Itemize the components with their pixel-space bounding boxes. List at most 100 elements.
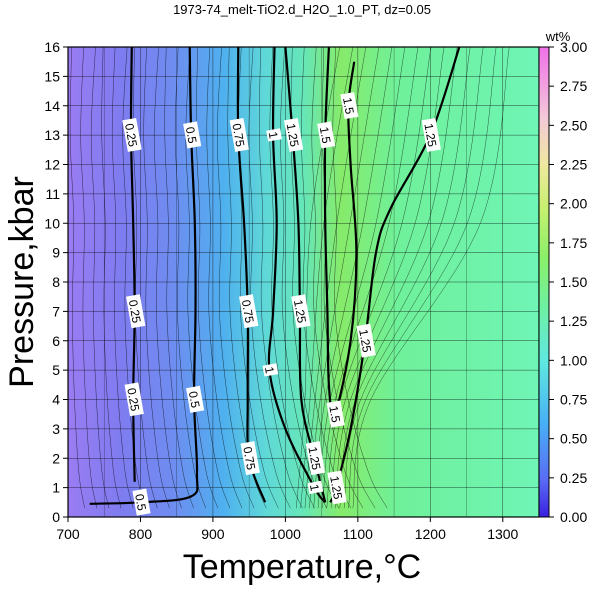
minor-contour-line <box>101 47 122 509</box>
minor-contour-line <box>311 47 364 509</box>
contour-label: 1.25 <box>356 323 376 358</box>
minor-contour-line <box>111 47 134 509</box>
contour-label-bg <box>421 117 441 152</box>
minor-contour-line <box>348 47 497 509</box>
contour-label: 0.75 <box>240 441 260 476</box>
contour-label-text: 1 <box>307 483 322 492</box>
colorbar-tick-label: 0.50 <box>560 431 587 447</box>
minor-contour-line <box>217 47 255 509</box>
y-tick-label: 10 <box>44 215 60 231</box>
colorbar <box>538 46 550 518</box>
contour-label-text: 0.5 <box>186 390 203 409</box>
contour-label-bg <box>262 363 279 377</box>
contour-label-bg <box>291 294 311 329</box>
contour-label: 1.25 <box>305 441 326 476</box>
minor-contour-line <box>153 47 182 509</box>
contour-label: 0.75 <box>229 117 249 152</box>
contour-label-bg <box>266 128 282 142</box>
colorbar-tick-label: 1.25 <box>560 313 587 329</box>
x-tick-label: 900 <box>201 526 225 542</box>
colorbar-tick-label: 2.25 <box>560 157 587 173</box>
contour-label-text: 1.25 <box>327 475 345 501</box>
contour-label-bg <box>327 470 347 505</box>
minor-contour-line <box>206 47 243 509</box>
x-tick-label: 1200 <box>415 526 446 542</box>
colorbar-tick-label: 1.50 <box>560 274 587 290</box>
x-tick-label: 1300 <box>487 526 518 542</box>
contour-label-bg <box>340 92 359 120</box>
contour-label-text: 0.25 <box>124 387 142 413</box>
contour-label-bg <box>229 117 249 152</box>
contour-label-bg <box>132 488 151 516</box>
y-tick-label: 12 <box>44 157 60 173</box>
y-tick-label: 4 <box>52 392 60 408</box>
contour-label: 1.25 <box>421 117 441 152</box>
contour-label: 0.25 <box>124 382 144 417</box>
contour-label-text: 1.25 <box>356 328 374 354</box>
y-tick-label: 2 <box>52 450 60 466</box>
contour-label: 0.25 <box>126 294 146 329</box>
y-tick-label: 13 <box>44 127 60 143</box>
x-tick-label: 800 <box>129 526 153 542</box>
y-tick-label: 3 <box>52 421 60 437</box>
contour-label-text: 1.5 <box>317 126 334 145</box>
x-tick-label: 1000 <box>270 526 301 542</box>
major-contour-line <box>89 47 199 505</box>
contour-label-bg <box>183 121 202 149</box>
colorbar-tick-label: 2.50 <box>560 117 587 133</box>
contour-label-text: 0.75 <box>239 299 257 325</box>
contour-label-text: 1.5 <box>340 96 357 115</box>
y-tick-label: 1 <box>52 480 60 496</box>
colorbar-title: wt% <box>545 29 571 44</box>
minor-contour-line <box>164 47 194 509</box>
minor-contour-line <box>339 47 471 509</box>
contour-label: 1.25 <box>291 294 311 329</box>
x-axis: 700 800 900 1000 1100 1200 1300 <box>56 517 519 542</box>
y-axis-label: Pressure,kbar <box>3 176 41 388</box>
contour-label: 1.5 <box>340 92 359 120</box>
colorbar-tick-label: 2.00 <box>560 196 587 212</box>
y-tick-label: 11 <box>45 186 60 202</box>
colorbar-tick-label: 0.25 <box>560 470 587 486</box>
minor-contour-line <box>326 47 432 509</box>
y-tick-label: 14 <box>44 98 60 114</box>
y-tick-label: 0 <box>52 509 60 525</box>
contour-label: 1.5 <box>317 121 336 149</box>
minor-contour-line <box>352 47 510 509</box>
contour-label: 1 <box>262 363 279 377</box>
contour-label-text: 0.5 <box>132 493 149 512</box>
minor-contour-line <box>174 47 206 509</box>
colorbar-tick-label: 0.75 <box>560 392 587 408</box>
contour-label-text: 1.5 <box>326 405 343 424</box>
contour-label: 1 <box>266 128 282 142</box>
contour-label-bg <box>186 385 205 413</box>
contour-label-bg <box>326 400 345 428</box>
minor-contour-line <box>259 47 303 509</box>
contour-label-bg <box>317 121 336 149</box>
contour-label-text: 1 <box>266 131 281 140</box>
y-tick-label: 6 <box>52 333 60 349</box>
contour-label-bg <box>307 480 324 495</box>
y-tick-label: 16 <box>44 39 60 55</box>
minor-contour-line <box>90 47 110 509</box>
y-tick-label: 9 <box>52 245 60 261</box>
colorbar-tick-label: 2.75 <box>560 78 587 94</box>
contour-label-bg <box>356 323 376 358</box>
x-tick-label: 700 <box>56 526 80 542</box>
chart-title: 1973-74_melt-TiO2.d_H2O_1.0_PT, dz=0.05 <box>173 2 431 17</box>
minor-contour-line <box>69 47 85 509</box>
contour-label: 0.75 <box>239 294 259 329</box>
contour-label-text: 1.25 <box>305 446 323 472</box>
contour-label: 1.25 <box>327 470 347 505</box>
contour-label: 0.5 <box>132 488 151 516</box>
colorbar-ticks: 0.00 0.25 0.50 0.75 1.00 1.25 1.50 1.75 2.00 2.25… <box>549 39 587 525</box>
colorbar-tick-label: 0.00 <box>560 509 587 525</box>
contour-label-text: 1.25 <box>421 122 439 148</box>
y-tick-label: 5 <box>52 362 60 378</box>
contour-label-bg <box>124 382 144 417</box>
contour-labels: 0.250.250.250.50.50.50.750.750.751111.25… <box>122 92 441 516</box>
contour-label-text: 0.75 <box>229 122 247 148</box>
minor-contour-line <box>343 47 484 509</box>
